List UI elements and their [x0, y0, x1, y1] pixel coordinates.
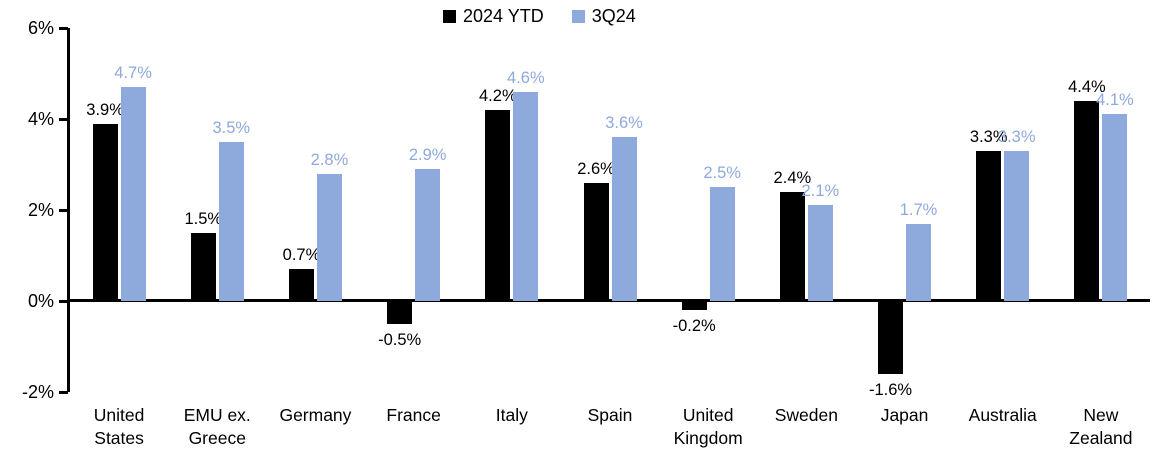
- y-axis-tick-label: 0%: [27, 291, 54, 311]
- legend-item-2024-ytd: 2024 YTD: [443, 6, 544, 27]
- x-axis-category-label: France: [386, 405, 441, 425]
- value-label: 4.2%: [479, 86, 517, 105]
- value-label: 3.5%: [212, 118, 251, 137]
- value-label: 4.6%: [507, 68, 545, 87]
- y-axis-tick-label: -2%: [21, 382, 54, 402]
- bar-2024-ytd: [387, 301, 413, 324]
- bar-3q24: [513, 91, 539, 301]
- bar-2024-ytd: [288, 269, 314, 301]
- legend: 2024 YTD 3Q24: [443, 6, 636, 27]
- value-label: 2.8%: [310, 150, 349, 169]
- value-label: 3.6%: [605, 114, 643, 133]
- value-label: 4.7%: [114, 64, 152, 83]
- value-label: 3.3%: [969, 127, 1008, 146]
- value-label: 3.9%: [86, 100, 124, 119]
- x-axis-category-label: Italy: [495, 405, 528, 425]
- bar-2024-ytd: [681, 301, 707, 311]
- x-axis-category-label: United States: [93, 405, 145, 448]
- bar-3q24: [415, 169, 441, 301]
- value-label: 2.4%: [773, 168, 812, 187]
- legend-label-2024-ytd: 2024 YTD: [463, 6, 544, 26]
- value-label: 0.7%: [282, 246, 321, 265]
- value-label: 2.9%: [408, 146, 447, 165]
- x-axis-category-label: Australia: [968, 405, 1037, 425]
- y-axis-tick-mark: [59, 391, 68, 394]
- value-label: 2.6%: [577, 159, 615, 178]
- bar-2024-ytd: [583, 182, 609, 301]
- value-label: 1.5%: [184, 209, 223, 228]
- bar-3q24: [316, 173, 342, 301]
- y-axis-tick-label: 2%: [27, 200, 54, 220]
- bar-3q24: [709, 187, 735, 301]
- value-label: 1.7%: [899, 200, 938, 219]
- value-label: 4.4%: [1068, 77, 1106, 96]
- bar-2024-ytd: [190, 232, 216, 301]
- bar-2024-ytd: [1074, 100, 1100, 301]
- x-axis-category-label: Sweden: [774, 405, 838, 425]
- bar-3q24: [807, 205, 833, 301]
- legend-label-3q24: 3Q24: [591, 6, 636, 26]
- x-axis-category-label: Germany: [279, 405, 352, 425]
- y-axis-line: [67, 28, 70, 392]
- value-label: 2.5%: [703, 164, 741, 183]
- bar-3q24: [611, 137, 637, 301]
- bar-3q24: [218, 141, 244, 301]
- x-axis-category-label: United Kingdom: [673, 405, 743, 448]
- value-label: 4.1%: [1096, 91, 1134, 110]
- bar-2024-ytd: [779, 191, 805, 301]
- legend-marker-3q24-icon: [571, 10, 585, 23]
- x-axis-category-label: Spain: [587, 405, 633, 425]
- value-label: 2.1%: [801, 182, 840, 201]
- bar-3q24: [1102, 114, 1128, 301]
- bar-3q24: [120, 87, 146, 301]
- x-axis-category-label: New Zealand: [1069, 405, 1133, 448]
- bar-2024-ytd: [92, 123, 118, 301]
- y-axis-tick-mark: [59, 118, 68, 121]
- bar-3q24: [1004, 150, 1030, 301]
- value-label: -1.6%: [868, 380, 913, 399]
- x-axis-category-label: Japan: [880, 405, 929, 425]
- x-axis-baseline: [70, 299, 1150, 302]
- bar-2024-ytd: [976, 150, 1002, 301]
- y-axis-tick-label: 4%: [27, 109, 54, 129]
- y-axis-tick-mark: [59, 27, 68, 30]
- legend-marker-2024-ytd-icon: [443, 10, 456, 23]
- legend-item-3q24: 3Q24: [571, 6, 636, 27]
- y-axis-tick-label: 6%: [27, 18, 54, 38]
- bar-2024-ytd: [878, 301, 904, 374]
- bar-3q24: [906, 223, 932, 301]
- x-axis-category-label: EMU ex. Greece: [183, 405, 251, 448]
- y-axis-tick-mark: [59, 300, 68, 303]
- y-axis-tick-mark: [59, 209, 68, 212]
- value-label: 3.3%: [997, 127, 1036, 146]
- bar-2024-ytd: [485, 109, 511, 301]
- value-label: -0.5%: [378, 330, 422, 349]
- value-label: -0.2%: [672, 317, 716, 336]
